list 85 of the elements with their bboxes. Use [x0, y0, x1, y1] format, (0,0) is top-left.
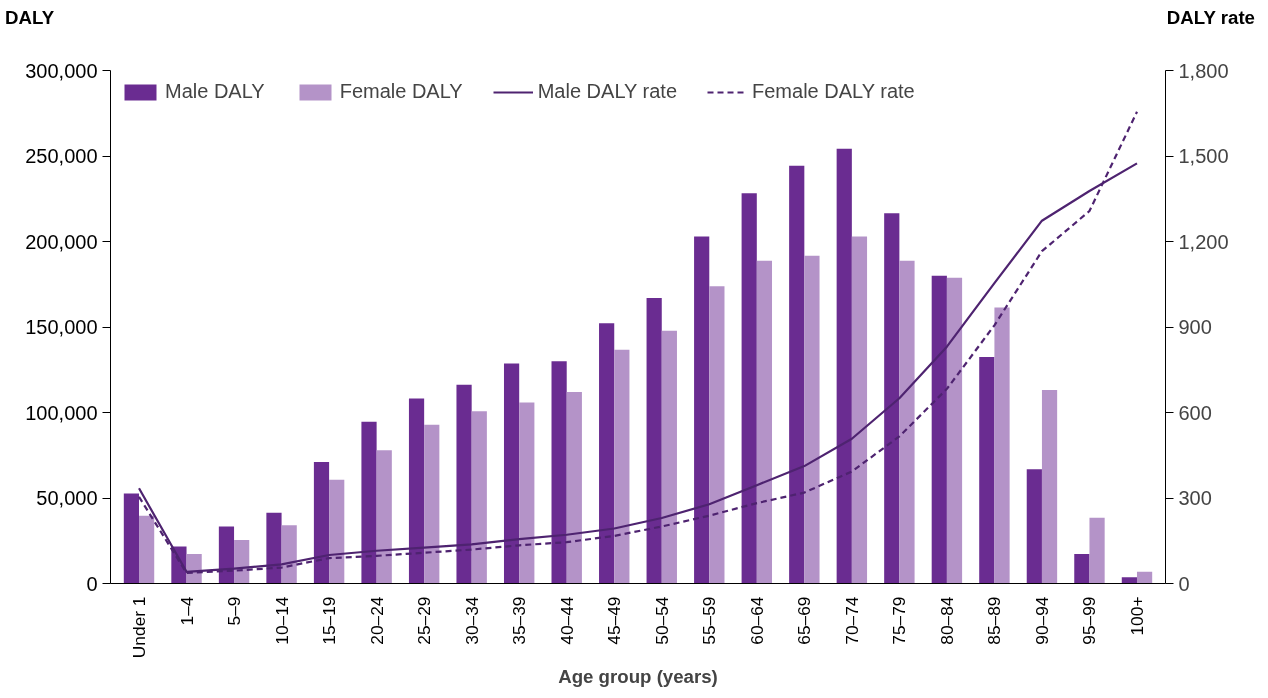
bar	[1041, 389, 1058, 584]
x-tick-label: 10–14	[271, 596, 292, 645]
x-tick-label: 60–64	[746, 596, 767, 645]
x-tick-label: 35–39	[509, 596, 530, 645]
legend-label: Female DALY rate	[752, 80, 915, 103]
bar	[804, 255, 820, 584]
bar	[1089, 517, 1105, 584]
y2-axis-title: DALY rate	[1166, 6, 1255, 30]
x-tick-label: 5–9	[224, 596, 245, 626]
bar	[599, 323, 615, 584]
y-tick-label: 200,000	[25, 230, 98, 253]
x-tick-label: Under 1	[129, 596, 150, 659]
bar	[789, 165, 805, 584]
y2-tick-label: 0	[1178, 572, 1190, 595]
y-tick-label: 150,000	[25, 316, 98, 338]
x-tick-label: 90–94	[1031, 596, 1052, 645]
x-tick-label: 70–74	[841, 596, 862, 645]
bar	[1074, 553, 1090, 584]
y2-tick-label: 1,800	[1178, 59, 1229, 82]
x-tick-label: 25–29	[414, 596, 435, 645]
x-tick-label: 65–69	[794, 596, 815, 645]
bar	[1026, 469, 1042, 584]
x-tick-label: 20–24	[366, 596, 387, 645]
bar	[1121, 577, 1137, 584]
bar	[281, 525, 297, 584]
x-axis-title: Age group (years)	[558, 666, 718, 688]
bar	[376, 450, 392, 584]
bar	[313, 461, 330, 584]
y2-tick-label: 300	[1178, 487, 1212, 509]
legend-label: Female DALY	[339, 80, 463, 103]
x-tick-label: 80–84	[936, 596, 957, 645]
bar	[424, 424, 440, 584]
bar	[661, 330, 677, 584]
y-tick-label: 250,000	[25, 145, 98, 167]
bar	[456, 384, 472, 584]
y2-tick-label: 1,200	[1178, 230, 1229, 253]
x-tick-label: 30–34	[461, 596, 482, 645]
bar	[551, 361, 567, 584]
bar	[503, 363, 520, 584]
bar	[899, 260, 915, 584]
legend-label: Male DALY	[165, 80, 265, 103]
bar	[329, 479, 345, 584]
x-tick-label: 50–54	[651, 596, 672, 645]
bar	[471, 411, 487, 584]
bar	[931, 275, 947, 584]
y-tick-label: 300,000	[25, 59, 98, 82]
bar	[218, 526, 235, 584]
bar	[741, 193, 757, 584]
bar	[234, 540, 250, 584]
bar	[614, 349, 630, 584]
bar	[756, 260, 773, 584]
y2-tick-label: 900	[1178, 316, 1212, 338]
bar	[566, 391, 582, 584]
x-tick-label: 45–49	[604, 596, 625, 645]
bar	[851, 236, 868, 584]
bar	[979, 357, 995, 584]
x-tick-label: 75–79	[889, 596, 910, 645]
bar	[836, 148, 852, 584]
y2-tick-label: 1,500	[1178, 145, 1229, 167]
x-tick-label: 15–19	[319, 596, 340, 645]
x-tick-label: 85–89	[984, 596, 1005, 645]
legend-label: Male DALY rate	[537, 80, 678, 103]
bar	[994, 307, 1010, 584]
bar	[884, 213, 900, 584]
x-tick-label: 55–59	[699, 596, 720, 645]
bar	[123, 493, 140, 584]
x-tick-label: 95–99	[1079, 596, 1100, 645]
x-tick-label: 100+	[1126, 596, 1147, 636]
bar	[139, 515, 155, 584]
bar	[408, 398, 425, 584]
y-tick-label: 50,000	[36, 487, 98, 509]
bar	[519, 402, 535, 584]
bar	[361, 421, 377, 584]
x-tick-label: 1–4	[176, 596, 197, 626]
bar	[1136, 571, 1153, 584]
bar	[266, 512, 282, 584]
bar	[694, 236, 710, 584]
y2-tick-label: 600	[1178, 401, 1212, 424]
y-axis-title: DALY	[5, 6, 55, 30]
bar	[946, 277, 963, 584]
x-tick-label: 40–44	[556, 596, 577, 645]
y-tick-label: 0	[86, 572, 98, 595]
bar	[646, 297, 662, 584]
y-tick-label: 100,000	[25, 401, 98, 424]
bar	[709, 286, 725, 584]
